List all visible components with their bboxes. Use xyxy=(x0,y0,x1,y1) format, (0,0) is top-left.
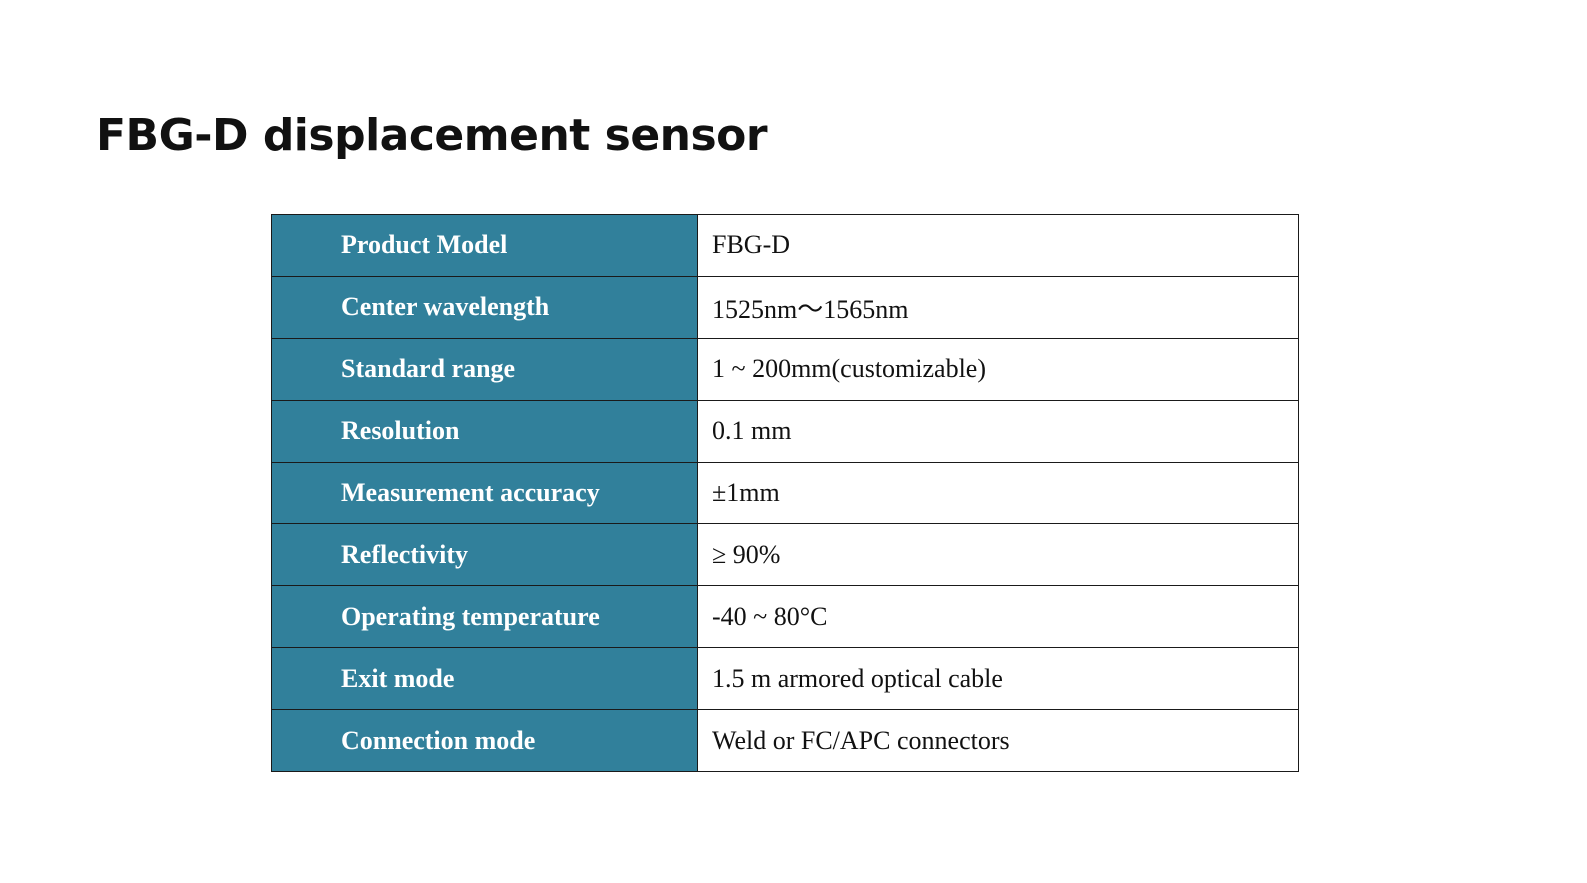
spec-row-product-model: Product Model FBG-D xyxy=(271,214,1299,277)
spec-value: -40 ~ 80°C xyxy=(697,585,1299,649)
spec-row-exit-mode: Exit mode 1.5 m armored optical cable xyxy=(271,647,1299,711)
spec-label: Exit mode xyxy=(271,647,698,711)
spec-row-standard-range: Standard range 1 ~ 200mm(customizable) xyxy=(271,337,1299,401)
spec-label: Operating temperature xyxy=(271,585,698,649)
spec-row-reflectivity: Reflectivity ≥ 90% xyxy=(271,523,1299,587)
spec-value: Weld or FC/APC connectors xyxy=(697,709,1299,773)
spec-row-connection-mode: Connection mode Weld or FC/APC connector… xyxy=(271,709,1299,773)
page-title: FBG-D displacement sensor xyxy=(96,110,768,161)
spec-value: 0.1 mm xyxy=(697,399,1299,463)
spec-label: Center wavelength xyxy=(271,275,698,339)
spec-label: Resolution xyxy=(271,399,698,463)
spec-value: 1.5 m armored optical cable xyxy=(697,647,1299,711)
spec-label: Standard range xyxy=(271,337,698,401)
spec-value: ≥ 90% xyxy=(697,523,1299,587)
spec-label: Connection mode xyxy=(271,709,698,773)
spec-row-center-wavelength: Center wavelength 1525nm～1565nm xyxy=(271,275,1299,339)
spec-value: 1525nm～1565nm xyxy=(697,275,1299,339)
spec-row-operating-temperature: Operating temperature -40 ~ 80°C xyxy=(271,585,1299,649)
spec-value: 1 ~ 200mm(customizable) xyxy=(697,337,1299,401)
spec-value: FBG-D xyxy=(697,214,1299,277)
spec-row-measurement-accuracy: Measurement accuracy ±1mm xyxy=(271,461,1299,525)
spec-label: Product Model xyxy=(271,214,698,277)
spec-row-resolution: Resolution 0.1 mm xyxy=(271,399,1299,463)
spec-value: ±1mm xyxy=(697,461,1299,525)
spec-label: Reflectivity xyxy=(271,523,698,587)
spec-table: Product Model FBG-D Center wavelength 15… xyxy=(271,214,1299,773)
spec-label: Measurement accuracy xyxy=(271,461,698,525)
